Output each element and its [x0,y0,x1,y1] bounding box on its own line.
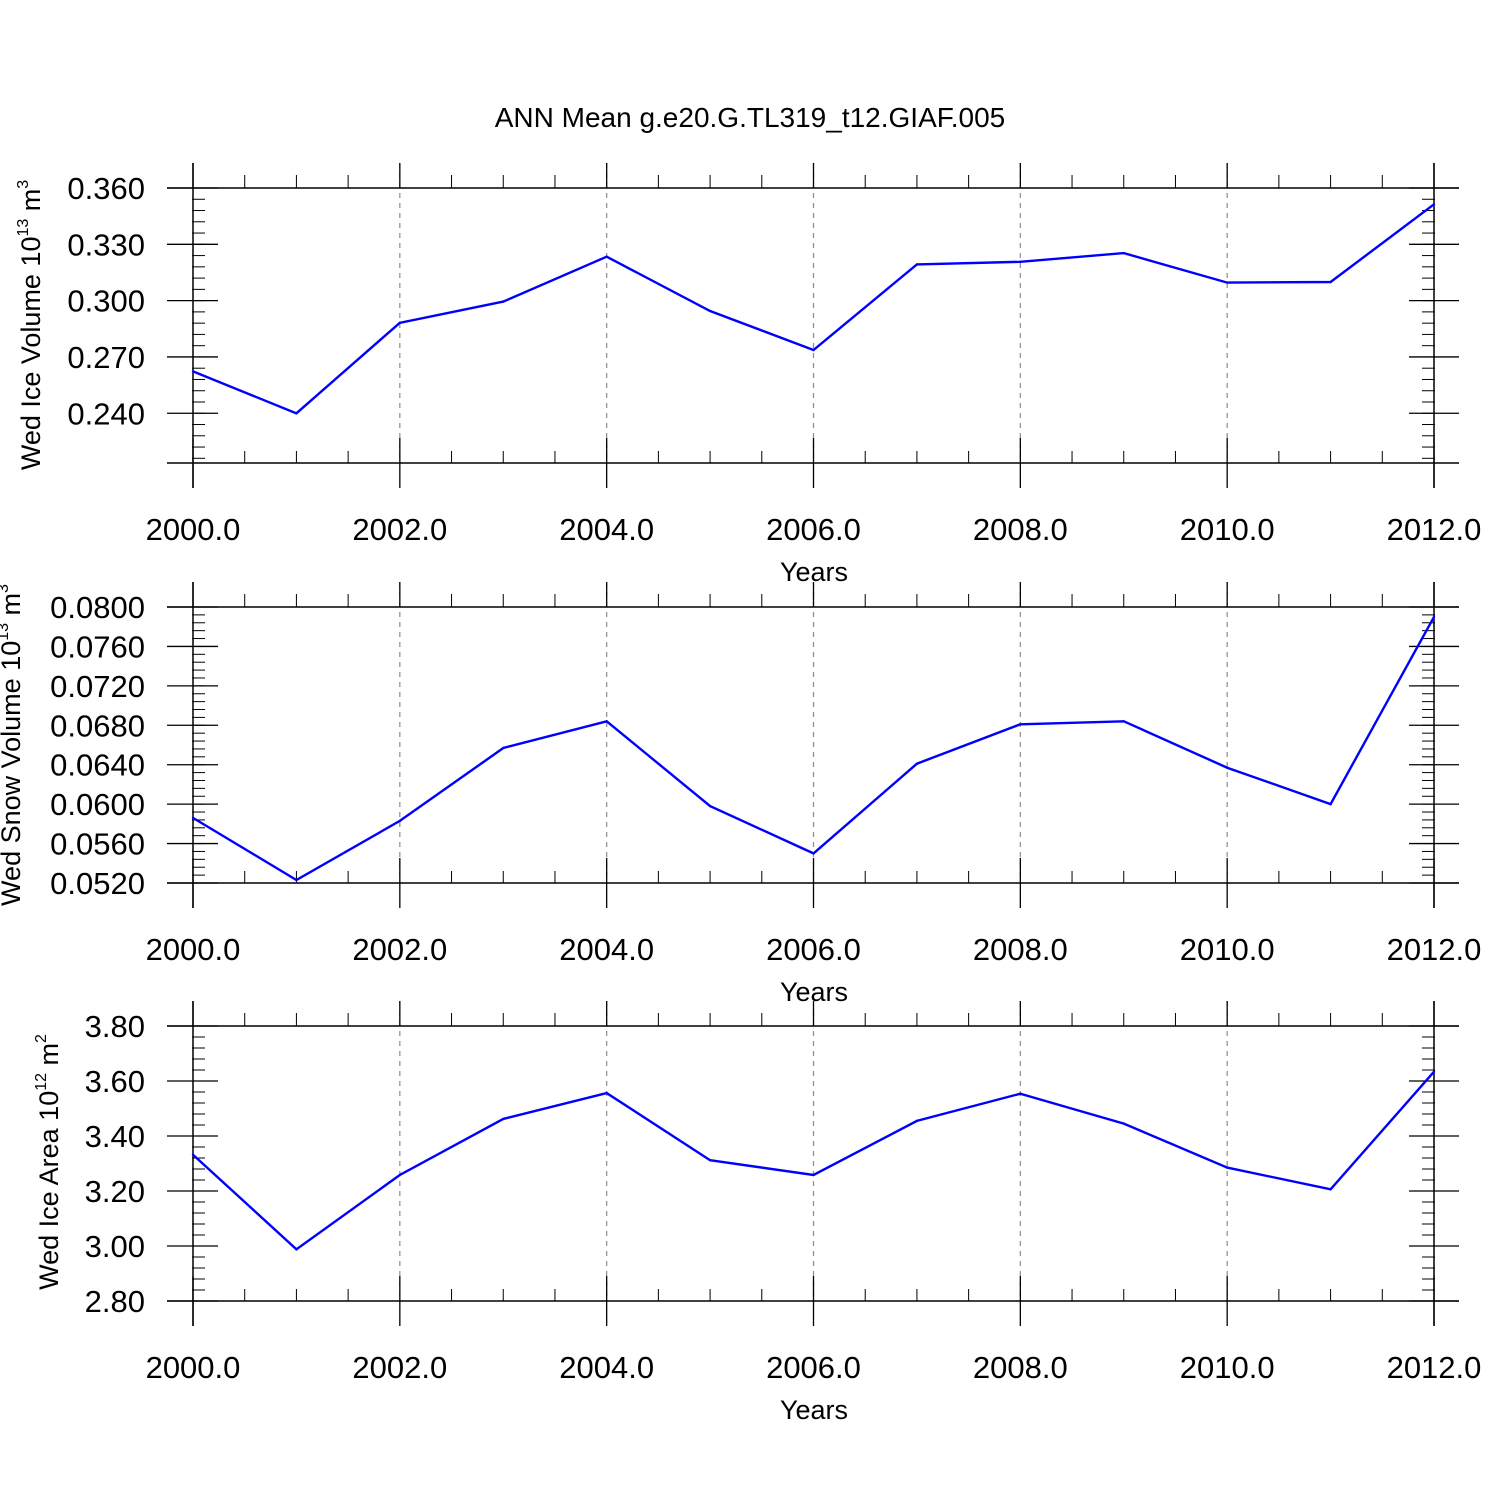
data-point [1432,615,1436,619]
x-tick-label: 2012.0 [1387,1350,1482,1385]
y-tick-label: 0.300 [67,284,145,319]
y-tick-label: 0.0600 [50,787,145,822]
data-point [1225,766,1229,769]
data-point [398,321,402,324]
data-point [812,1173,815,1177]
data-point [605,255,608,258]
y-tick-label: 3.40 [85,1119,145,1154]
x-tick-label: 2002.0 [352,932,447,967]
data-point [1122,720,1125,723]
data-point [915,263,919,266]
data-point [1432,1070,1436,1073]
y-tick-label: 0.360 [67,171,145,206]
chart-panel-1: 0.240 0.270 0.300 0.330 0.360 2000.0 2002.0 200… [15,163,1481,587]
x-tick-label: 2010.0 [1180,1350,1275,1385]
y-tick-label: 0.270 [67,340,145,375]
y-axis-title: Wed Ice Area 1012 m2 [33,1034,64,1290]
data-point [1329,1188,1332,1191]
data-point [502,300,505,303]
data-point [812,348,815,352]
data-point [1329,280,1332,284]
x-axis-title: Years [780,1395,848,1425]
data-point [708,1159,712,1162]
x-tick-label: 2008.0 [973,512,1068,547]
data-point [1019,723,1022,726]
x-tick-label: 2006.0 [766,1350,861,1385]
y-tick-label: 0.0720 [50,669,145,704]
data-point [191,816,195,820]
x-tick-label: 2012.0 [1387,512,1482,547]
y-tick-label: 0.0800 [50,590,145,625]
panels: 0.240 0.270 0.300 0.330 0.360 2000.0 2002.0 200… [0,163,1481,1425]
x-tick-label: 2008.0 [973,1350,1068,1385]
data-point [1122,1122,1125,1125]
x-tick-label: 2006.0 [766,512,861,547]
x-tick-label: 2008.0 [973,932,1068,967]
data-point [1019,1092,1022,1095]
y-tick-label: 2.80 [85,1284,145,1319]
x-tick-label: 2004.0 [559,512,654,547]
y-tick-label: 3.20 [85,1174,145,1209]
chart-panel-2: 0.0520 0.0560 0.0600 0.0640 0.0680 0.0720 0.07… [0,582,1481,1007]
data-point [502,746,505,750]
data-point [1225,281,1229,284]
y-tick-label: 3.80 [85,1009,145,1044]
y-tick-label: 0.330 [67,227,145,262]
y-tick-label: 0.240 [67,396,145,431]
data-point [915,762,919,765]
data-point [502,1117,505,1121]
data-point [915,1119,919,1123]
data-point [812,852,815,855]
x-tick-label: 2010.0 [1180,512,1275,547]
y-tick-label: 0.0680 [50,708,145,743]
y-tick-label: 0.0520 [50,866,145,901]
y-axis-title: Wed Ice Volume 1013 m3 [15,180,46,470]
data-point [1019,260,1022,263]
data-point [1329,802,1332,806]
data-point [295,878,298,882]
data-point [191,1153,195,1156]
x-tick-label: 2000.0 [146,512,241,547]
x-tick-label: 2004.0 [559,932,654,967]
data-point [398,819,402,823]
y-tick-label: 0.0640 [50,748,145,783]
data-point [1225,1166,1229,1169]
x-tick-label: 2000.0 [146,1350,241,1385]
data-point [708,804,712,808]
figure-title: ANN Mean g.e20.G.TL319_t12.GIAF.005 [495,102,1006,133]
x-tick-label: 2002.0 [352,512,447,547]
y-tick-label: 0.0760 [50,629,145,664]
data-point [1122,251,1125,255]
data-point [605,1091,608,1095]
x-tick-label: 2006.0 [766,932,861,967]
x-tick-label: 2010.0 [1180,932,1275,967]
x-tick-label: 2012.0 [1387,932,1482,967]
data-point [398,1173,402,1177]
chart-panel-3: 2.80 3.00 3.20 3.40 3.60 3.80 2000.0 2002.0 2004… [33,1001,1481,1425]
y-axis-title: Wed Snow Volume 1013 m3 [0,584,26,906]
data-point [1432,203,1436,206]
y-tick-label: 0.0560 [50,827,145,862]
data-point [191,370,195,373]
data-point [295,1248,298,1251]
data-point [605,720,608,723]
data-point [295,412,298,415]
data-point [708,309,712,313]
x-tick-label: 2002.0 [352,1350,447,1385]
y-tick-label: 3.00 [85,1229,145,1264]
x-tick-label: 2004.0 [559,1350,654,1385]
x-tick-label: 2000.0 [146,932,241,967]
y-tick-label: 3.60 [85,1064,145,1099]
